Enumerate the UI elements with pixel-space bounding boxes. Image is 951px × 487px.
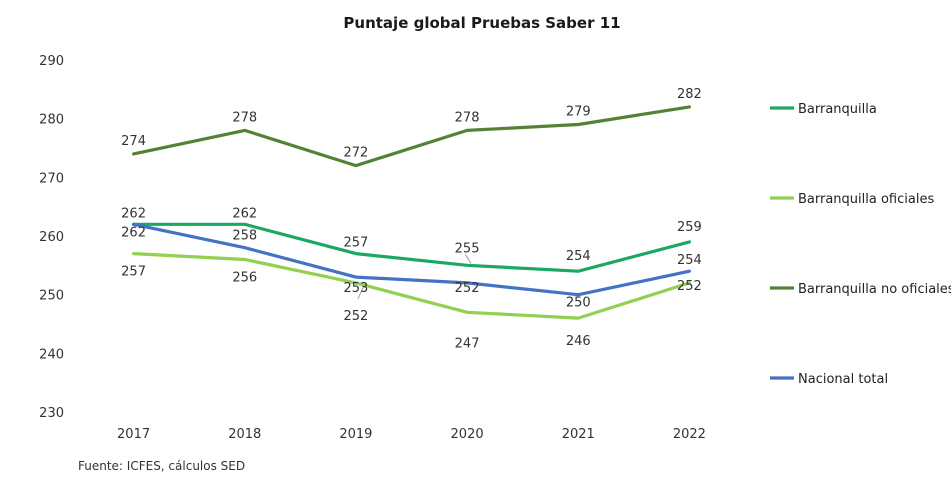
legend-label: Barranquilla (798, 102, 877, 117)
x-tick-label: 2017 (117, 427, 150, 442)
y-axis: 230 240 250 260 270 280 290 (39, 54, 64, 421)
data-label: 278 (455, 110, 480, 125)
data-labels: 262 262 257 255 254 259 257 256 252 247 246 252 274 2… (121, 87, 702, 351)
data-label: 272 (344, 146, 369, 161)
data-label: 257 (121, 265, 146, 280)
data-label: 246 (566, 334, 591, 349)
source-note: Fuente: ICFES, cálculos SED (78, 459, 245, 473)
data-label: 254 (566, 249, 591, 264)
y-tick-label: 240 (39, 347, 64, 362)
y-tick-label: 290 (39, 54, 64, 69)
data-label: 262 (121, 206, 146, 221)
data-label: 258 (232, 229, 257, 244)
data-label: 256 (232, 270, 257, 285)
y-tick-label: 270 (39, 171, 64, 186)
series-line-barranquilla-oficiales (132, 252, 692, 320)
data-label: 253 (344, 281, 369, 296)
x-tick-label: 2019 (339, 427, 372, 442)
y-tick-label: 250 (39, 289, 64, 304)
leader-line (464, 254, 472, 264)
series-line-barranquilla-no-oficiales (132, 105, 692, 168)
y-tick-label: 230 (39, 406, 64, 421)
data-label: 254 (677, 253, 702, 268)
x-tick-label: 2020 (451, 427, 484, 442)
data-label: 282 (677, 87, 702, 102)
data-label: 274 (121, 134, 146, 149)
y-tick-label: 260 (39, 230, 64, 245)
data-label: 262 (121, 225, 146, 240)
legend-label: Nacional total (798, 372, 888, 387)
legend: Barranquilla Barranquilla oficiales Barran… (770, 102, 951, 387)
data-label: 278 (232, 110, 257, 125)
series-lines (132, 105, 692, 320)
data-label: 255 (455, 241, 480, 256)
series-line-barranquilla (132, 222, 692, 273)
series-line-nacional-total (132, 222, 692, 297)
x-tick-label: 2018 (228, 427, 261, 442)
x-tick-label: 2021 (562, 427, 595, 442)
x-tick-label: 2022 (673, 427, 706, 442)
data-label: 279 (566, 105, 591, 120)
x-axis: 2017 2018 2019 2020 2021 2022 (117, 427, 706, 442)
data-label: 250 (566, 296, 591, 311)
leader-lines (357, 254, 472, 300)
y-tick-label: 280 (39, 113, 64, 128)
data-label: 252 (677, 279, 702, 294)
data-label: 252 (455, 281, 480, 296)
data-label: 257 (344, 236, 369, 251)
data-label: 259 (677, 220, 702, 235)
legend-label: Barranquilla no oficiales (798, 282, 951, 297)
leader-line (357, 285, 365, 300)
data-label: 262 (232, 206, 257, 221)
chart-title: Puntaje global Pruebas Saber 11 (343, 14, 620, 32)
data-label: 247 (455, 336, 480, 351)
legend-label: Barranquilla oficiales (798, 192, 934, 207)
data-label: 252 (344, 309, 369, 324)
